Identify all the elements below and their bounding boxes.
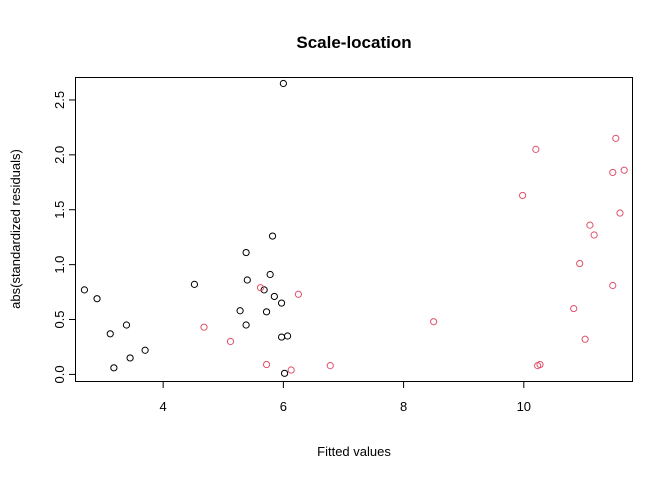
data-point (536, 360, 544, 369)
data-point (93, 295, 101, 303)
x-tick-label: 6 (280, 399, 287, 414)
data-point (266, 270, 274, 279)
data-point (609, 168, 617, 177)
data-point (616, 209, 624, 217)
data-point (280, 369, 289, 377)
data-point (236, 307, 244, 315)
y-tick-label: 1.0 (52, 256, 67, 274)
data-point (268, 232, 277, 240)
data-point (570, 304, 578, 313)
data-point (260, 286, 268, 294)
data-point (122, 321, 131, 329)
data-point (190, 280, 199, 288)
data-point (141, 346, 149, 354)
y-tick-label: 1.5 (52, 201, 67, 219)
data-point (262, 308, 271, 316)
data-point (590, 231, 598, 239)
x-axis: 4 6 8 10 (160, 381, 531, 414)
data-point (576, 259, 584, 268)
y-tick-label: 2.5 (52, 91, 67, 109)
y-tick-label: 2.0 (52, 146, 67, 164)
data-point (262, 360, 271, 369)
y-tick-label: 0.5 (52, 310, 67, 328)
x-tick-label: 10 (517, 399, 531, 414)
data-point (277, 299, 286, 307)
data-point (581, 335, 589, 343)
y-axis: 0.0 0.5 1.0 1.5 2.0 2.5 (52, 91, 76, 383)
data-point (106, 330, 114, 338)
data-point (586, 221, 594, 229)
chart-title: Scale-location (296, 33, 411, 52)
data-point (294, 290, 302, 298)
x-tick-label: 8 (400, 399, 407, 414)
data-point (609, 281, 617, 290)
plot-frame (75, 77, 633, 382)
data-point (287, 366, 295, 374)
data-point (532, 145, 540, 153)
data-points (80, 79, 628, 377)
y-axis-label: abs(standardized residuals) (8, 149, 23, 309)
data-point (256, 284, 265, 292)
x-axis-label: Fitted values (317, 444, 391, 459)
data-point (226, 337, 235, 346)
data-point (326, 362, 334, 370)
y-tick-label: 0.0 (52, 365, 67, 383)
data-point (279, 79, 287, 88)
data-point (80, 286, 89, 294)
data-point (270, 292, 278, 301)
data-point (200, 323, 208, 331)
data-point (283, 332, 292, 340)
data-point (126, 354, 134, 362)
data-point (110, 364, 118, 372)
data-point (612, 134, 620, 142)
data-point (620, 166, 628, 174)
data-point (242, 248, 250, 257)
data-point (277, 333, 286, 341)
data-point (243, 276, 251, 284)
x-tick-label: 4 (160, 399, 167, 414)
data-point (430, 318, 438, 326)
data-point (519, 191, 527, 200)
data-point (242, 321, 250, 329)
